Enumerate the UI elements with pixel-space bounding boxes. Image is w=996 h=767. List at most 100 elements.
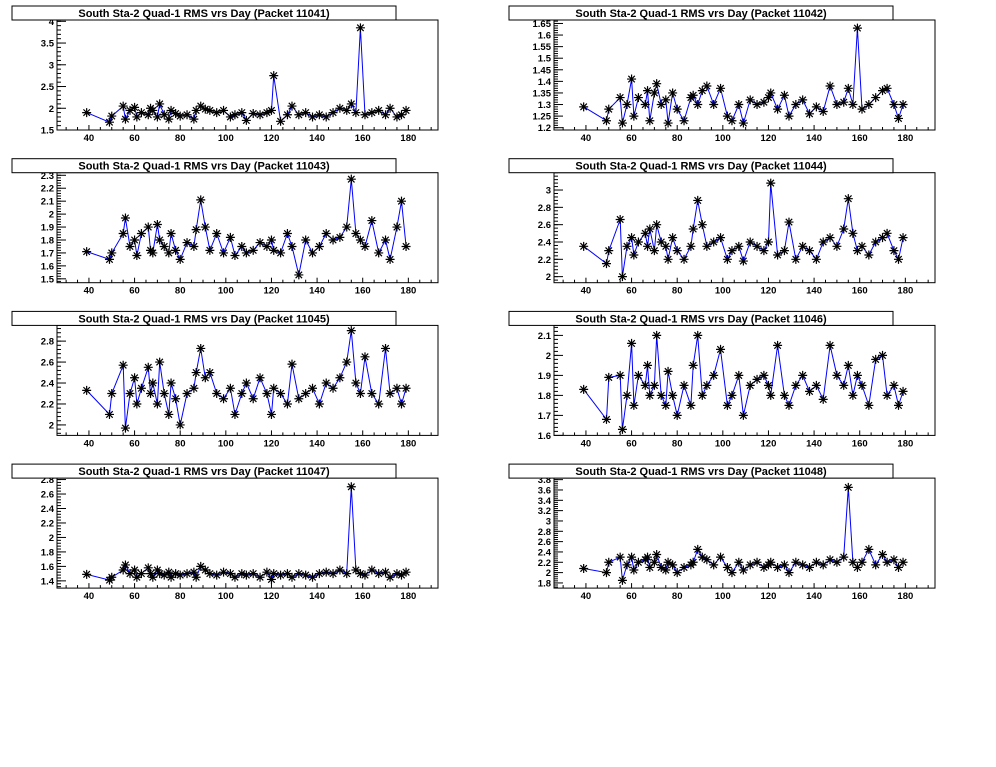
- data-point-star: [191, 105, 201, 115]
- data-point-star: [882, 83, 892, 93]
- y-tick-label: 1.8: [538, 578, 551, 589]
- x-tick-label: 40: [84, 591, 95, 602]
- data-point-star: [328, 108, 338, 118]
- data-point-star: [164, 248, 174, 258]
- chart-title: South Sta-2 Quad-1 RMS vrs Day (Packet 1…: [78, 313, 330, 325]
- data-point-star: [269, 569, 279, 579]
- data-point-star: [818, 237, 828, 247]
- x-tick-label: 160: [852, 133, 868, 144]
- y-tick-label: 1.7: [41, 248, 54, 259]
- data-point-star: [130, 235, 140, 245]
- data-point-star: [798, 95, 808, 105]
- x-tick-label: 100: [715, 438, 731, 449]
- data-point-star: [649, 380, 659, 390]
- data-point-star: [282, 110, 292, 120]
- data-point-star: [335, 373, 345, 383]
- data-point-star: [763, 93, 773, 103]
- x-tick-label: 140: [309, 133, 325, 144]
- data-point-star: [679, 380, 689, 390]
- data-point-star: [237, 241, 247, 251]
- data-point-star: [672, 246, 682, 256]
- data-point-star: [848, 228, 858, 238]
- data-point-star: [191, 225, 201, 235]
- chart-title: South Sta-2 Quad-1 RMS vrs Day (Packet 1…: [575, 466, 827, 478]
- data-point-star: [374, 105, 384, 115]
- y-tick-label: 2.8: [538, 203, 551, 214]
- data-point-star: [374, 248, 384, 258]
- data-point-star: [171, 569, 181, 579]
- data-point-star: [132, 112, 142, 122]
- data-point-star: [255, 110, 265, 120]
- data-point-star: [148, 105, 158, 115]
- data-point-star: [171, 108, 181, 118]
- data-point-star: [857, 557, 867, 567]
- data-point-star: [622, 390, 632, 400]
- data-point-star: [266, 235, 276, 245]
- series-line: [86, 27, 407, 123]
- data-point-star: [392, 112, 402, 122]
- data-point-star: [346, 326, 356, 336]
- y-tick-label: 2.4: [41, 504, 55, 515]
- data-point-star: [189, 241, 199, 251]
- data-point-star: [143, 110, 153, 120]
- data-point-star: [702, 81, 712, 91]
- data-point-star: [878, 550, 888, 560]
- data-point-star: [615, 214, 625, 224]
- data-point-star: [269, 383, 279, 393]
- y-tick-label: 1.6: [41, 261, 54, 272]
- data-point-star: [645, 116, 655, 126]
- data-point-star: [360, 570, 370, 580]
- data-point-star: [798, 241, 808, 251]
- data-point-star: [811, 557, 821, 567]
- data-point-star: [604, 557, 614, 567]
- data-point-star: [773, 340, 783, 350]
- data-point-star: [125, 569, 135, 579]
- data-point-star: [132, 572, 142, 582]
- data-point-star: [82, 108, 92, 118]
- data-point-star: [182, 569, 192, 579]
- data-point-star: [702, 241, 712, 251]
- data-point-star: [118, 229, 128, 239]
- x-tick-label: 140: [806, 133, 822, 144]
- y-tick-label: 3.4: [538, 496, 552, 507]
- data-point-star: [818, 560, 828, 570]
- y-tick-label: 1.4: [41, 576, 55, 587]
- data-point-star: [722, 400, 732, 410]
- data-point-star: [401, 383, 411, 393]
- x-tick-label: 120: [761, 286, 777, 297]
- data-point-star: [146, 569, 156, 579]
- data-point-star: [629, 400, 639, 410]
- data-point-star: [219, 394, 229, 404]
- data-point-star: [791, 557, 801, 567]
- data-point-star: [579, 241, 589, 251]
- x-tick-label: 60: [626, 438, 637, 449]
- plot-frame: [56, 172, 439, 284]
- data-point-star: [287, 241, 297, 251]
- data-point-star: [196, 561, 206, 571]
- y-tick-label: 2.6: [538, 220, 551, 231]
- data-point-star: [164, 409, 174, 419]
- data-point-star: [679, 562, 689, 572]
- data-point-star: [688, 224, 698, 234]
- data-point-star: [882, 228, 892, 238]
- data-point-star: [702, 380, 712, 390]
- data-point-star: [104, 254, 114, 264]
- data-point-star: [622, 560, 632, 570]
- data-point-star: [166, 229, 176, 239]
- data-point-star: [294, 110, 304, 120]
- data-point-star: [752, 374, 762, 384]
- data-point-star: [604, 104, 614, 114]
- data-point-star: [266, 409, 276, 419]
- data-point-star: [346, 482, 356, 492]
- data-point-star: [136, 108, 146, 118]
- data-point-star: [716, 344, 726, 354]
- data-point-star: [182, 388, 192, 398]
- data-point-star: [697, 390, 707, 400]
- data-point-star: [745, 95, 755, 105]
- y-tick-label: 2.2: [41, 518, 54, 529]
- y-tick-label: 1.8: [41, 235, 54, 246]
- y-tick-label: 3: [546, 516, 551, 527]
- y-tick-label: 3: [546, 186, 551, 197]
- data-point-star: [766, 557, 776, 567]
- data-point-star: [716, 233, 726, 243]
